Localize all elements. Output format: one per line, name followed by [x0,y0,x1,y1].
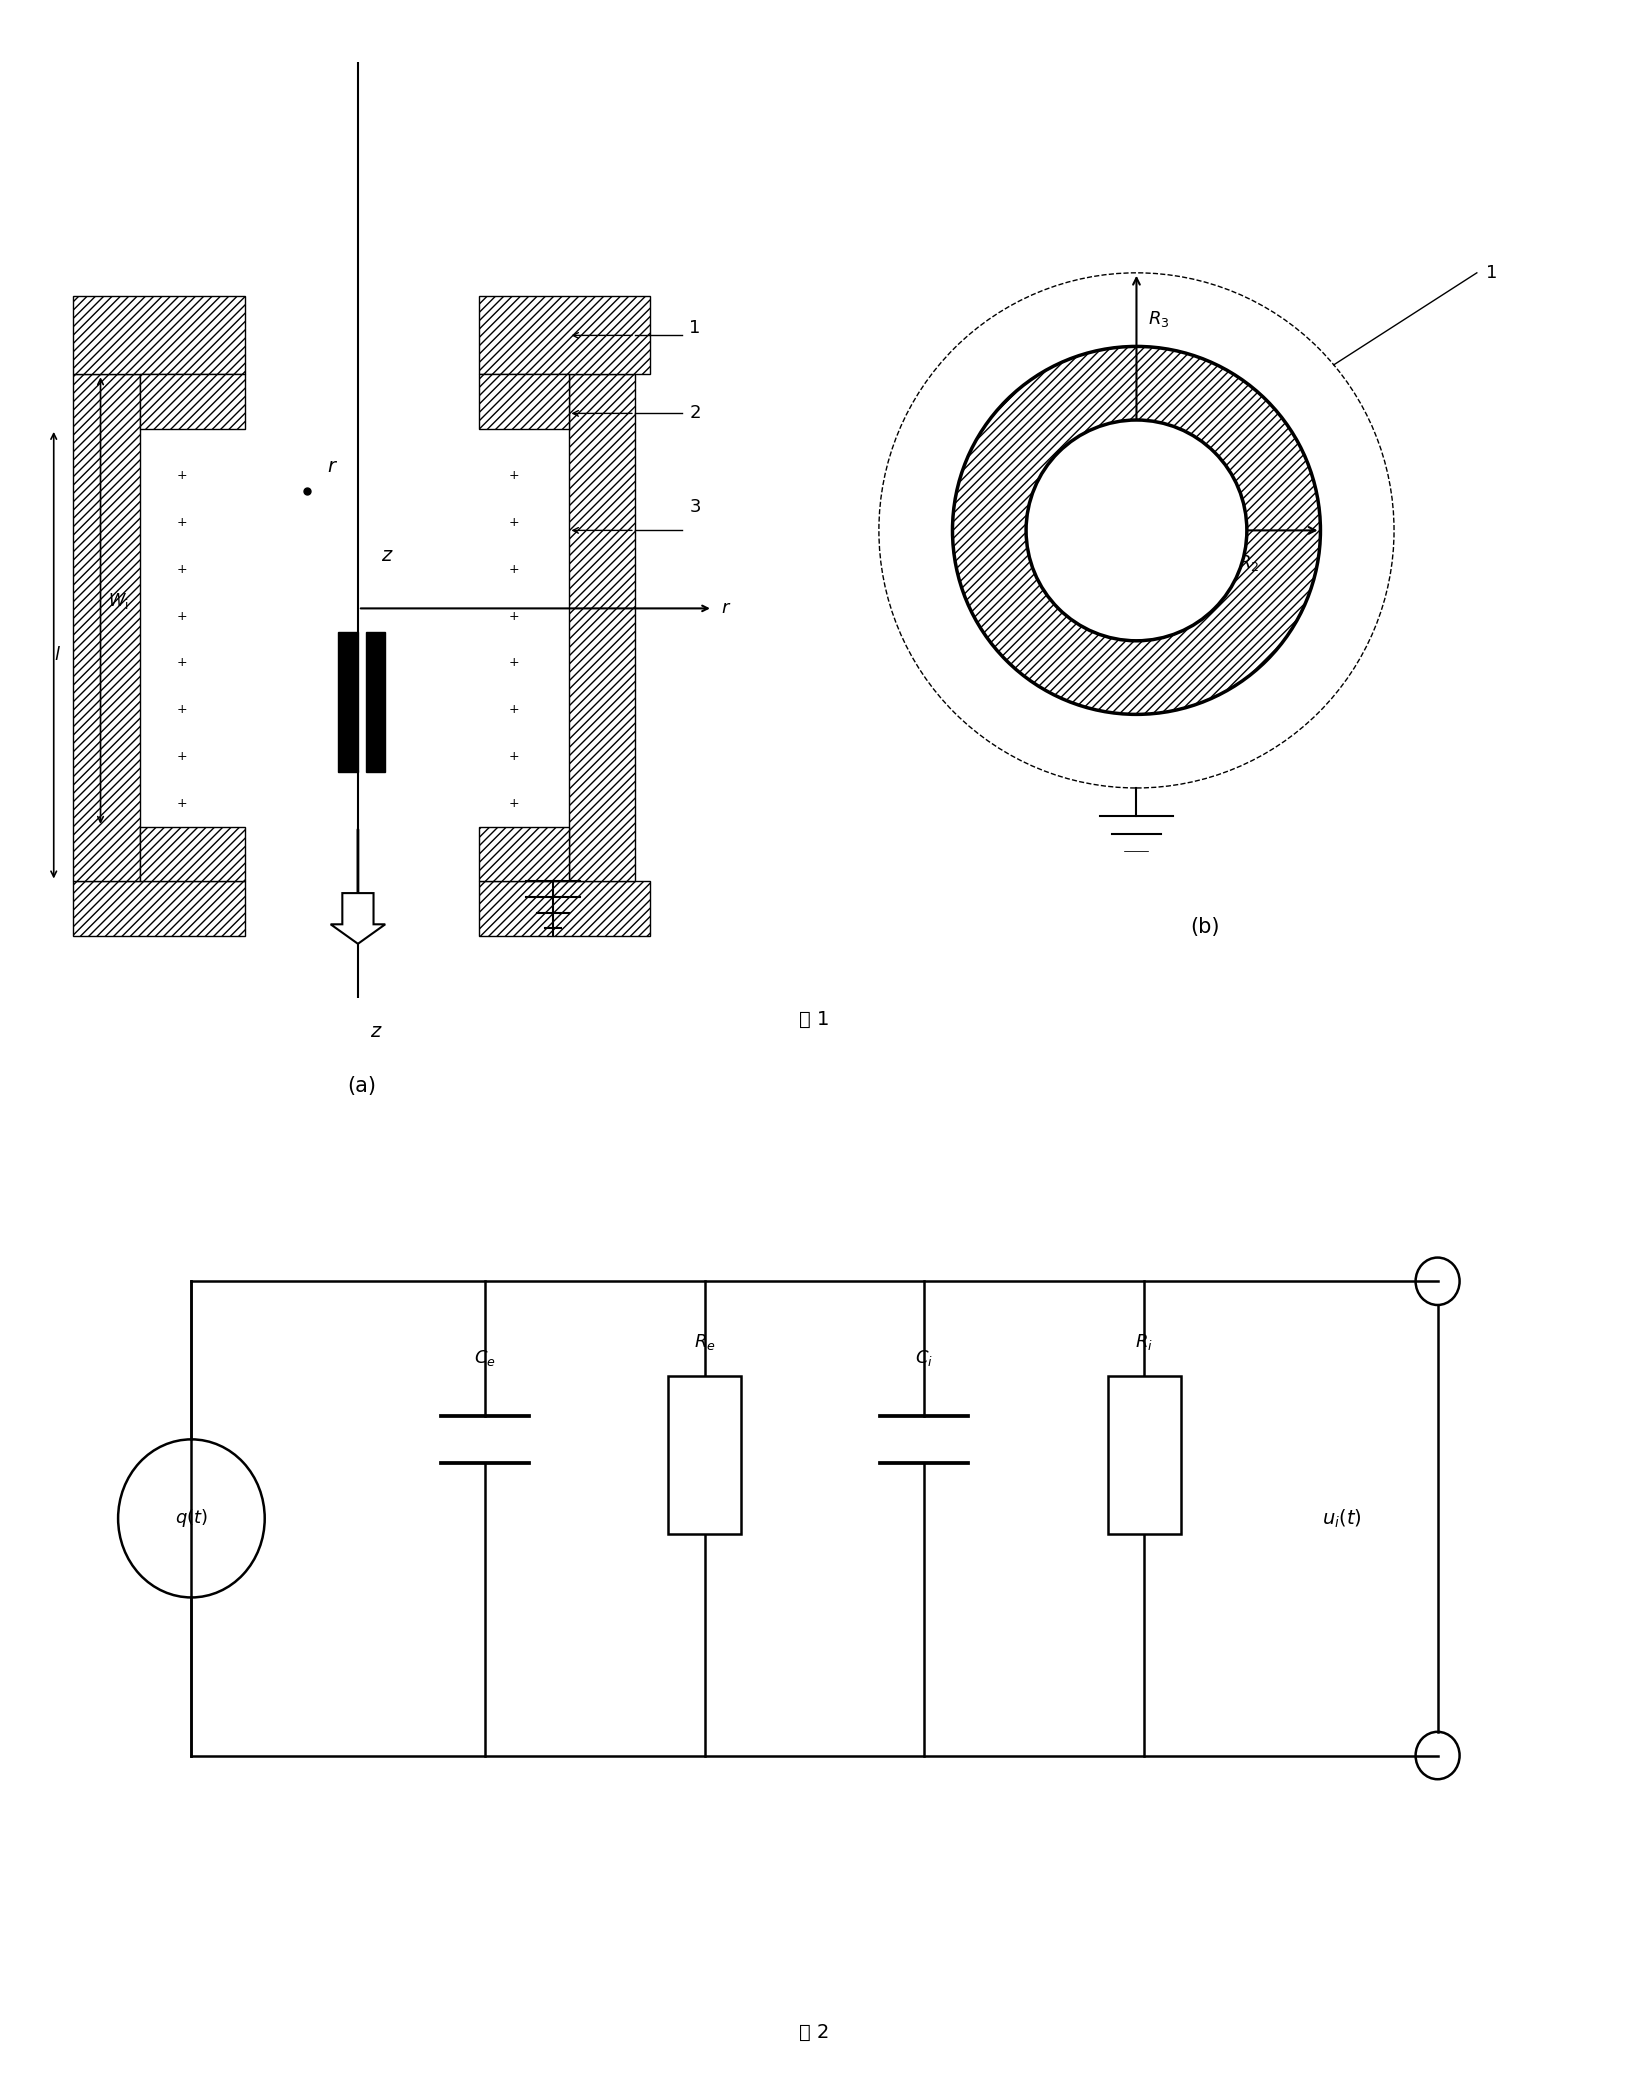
Bar [140,374,244,428]
Text: $r$: $r$ [327,458,337,476]
Text: +: + [178,470,187,483]
Text: $R_2$: $R_2$ [1238,553,1259,574]
Text: +: + [508,609,520,622]
Text: 图 1: 图 1 [800,1009,829,1030]
Circle shape [953,347,1321,713]
Text: +: + [178,516,187,528]
Bar [73,374,140,882]
Bar [140,826,244,882]
Bar [479,882,650,936]
Bar [73,882,244,936]
Text: 3: 3 [689,497,700,516]
Text: $R_e$: $R_e$ [694,1333,715,1352]
Bar [479,374,569,428]
Text: +: + [508,751,520,763]
Text: +: + [178,703,187,716]
Text: (b): (b) [1191,917,1220,936]
Text: +: + [508,703,520,716]
Bar [479,826,569,882]
Text: 图 2: 图 2 [800,2022,829,2043]
FancyArrow shape [331,892,384,944]
Text: (a): (a) [347,1075,376,1096]
Text: +: + [508,564,520,576]
Text: $l$: $l$ [54,647,62,664]
Text: $C_e$: $C_e$ [474,1348,495,1369]
Text: +: + [178,657,187,670]
Text: 1: 1 [1486,264,1497,281]
Text: $z$: $z$ [370,1021,383,1040]
Text: $W_{\rm i}$: $W_{\rm i}$ [109,591,129,612]
Text: +: + [508,657,520,670]
Bar [1108,1377,1181,1535]
Text: +: + [508,516,520,528]
Text: +: + [178,564,187,576]
Text: $u_i(t)$: $u_i(t)$ [1323,1508,1362,1529]
Text: +: + [508,797,520,809]
Circle shape [1026,420,1246,641]
Text: 1: 1 [689,318,700,337]
Text: +: + [178,797,187,809]
Text: 2: 2 [689,404,700,422]
Text: $C_i$: $C_i$ [915,1348,933,1369]
Bar [339,632,358,772]
Text: $R_1$: $R_1$ [1147,584,1170,605]
Text: $r$: $r$ [720,599,731,618]
Bar [479,295,650,374]
Text: +: + [178,751,187,763]
Text: +: + [508,470,520,483]
Text: $R_3$: $R_3$ [1147,308,1170,329]
Text: +: + [178,609,187,622]
Text: $z$: $z$ [381,545,394,566]
Bar [569,374,635,882]
Bar [73,295,244,374]
Text: $q(t)$: $q(t)$ [174,1508,209,1529]
Bar [367,632,384,772]
Bar [668,1377,741,1535]
Text: $R_i$: $R_i$ [1135,1333,1153,1352]
